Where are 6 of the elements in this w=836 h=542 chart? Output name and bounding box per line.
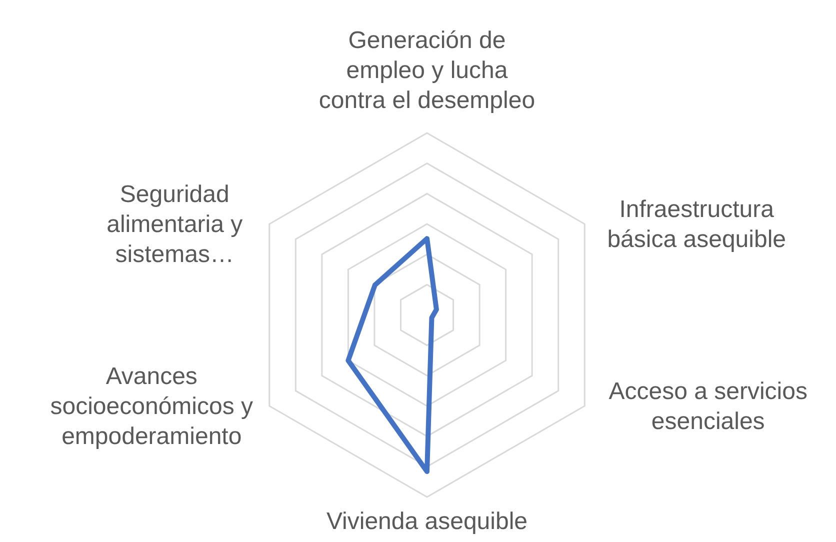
- spoke-label: Infraestructura básica asequible: [607, 196, 786, 253]
- spoke-label: Acceso a servicios esenciales: [608, 378, 808, 435]
- spoke-label: Avances socioeconómicos y empoderamiento: [50, 363, 254, 450]
- spoke-label: Vivienda asequible: [326, 508, 528, 535]
- spoke-label: Seguridad alimentaria y sistemas…: [106, 181, 243, 268]
- spoke-label: Generación de empleo y lucha contra el desempleo: [318, 27, 536, 114]
